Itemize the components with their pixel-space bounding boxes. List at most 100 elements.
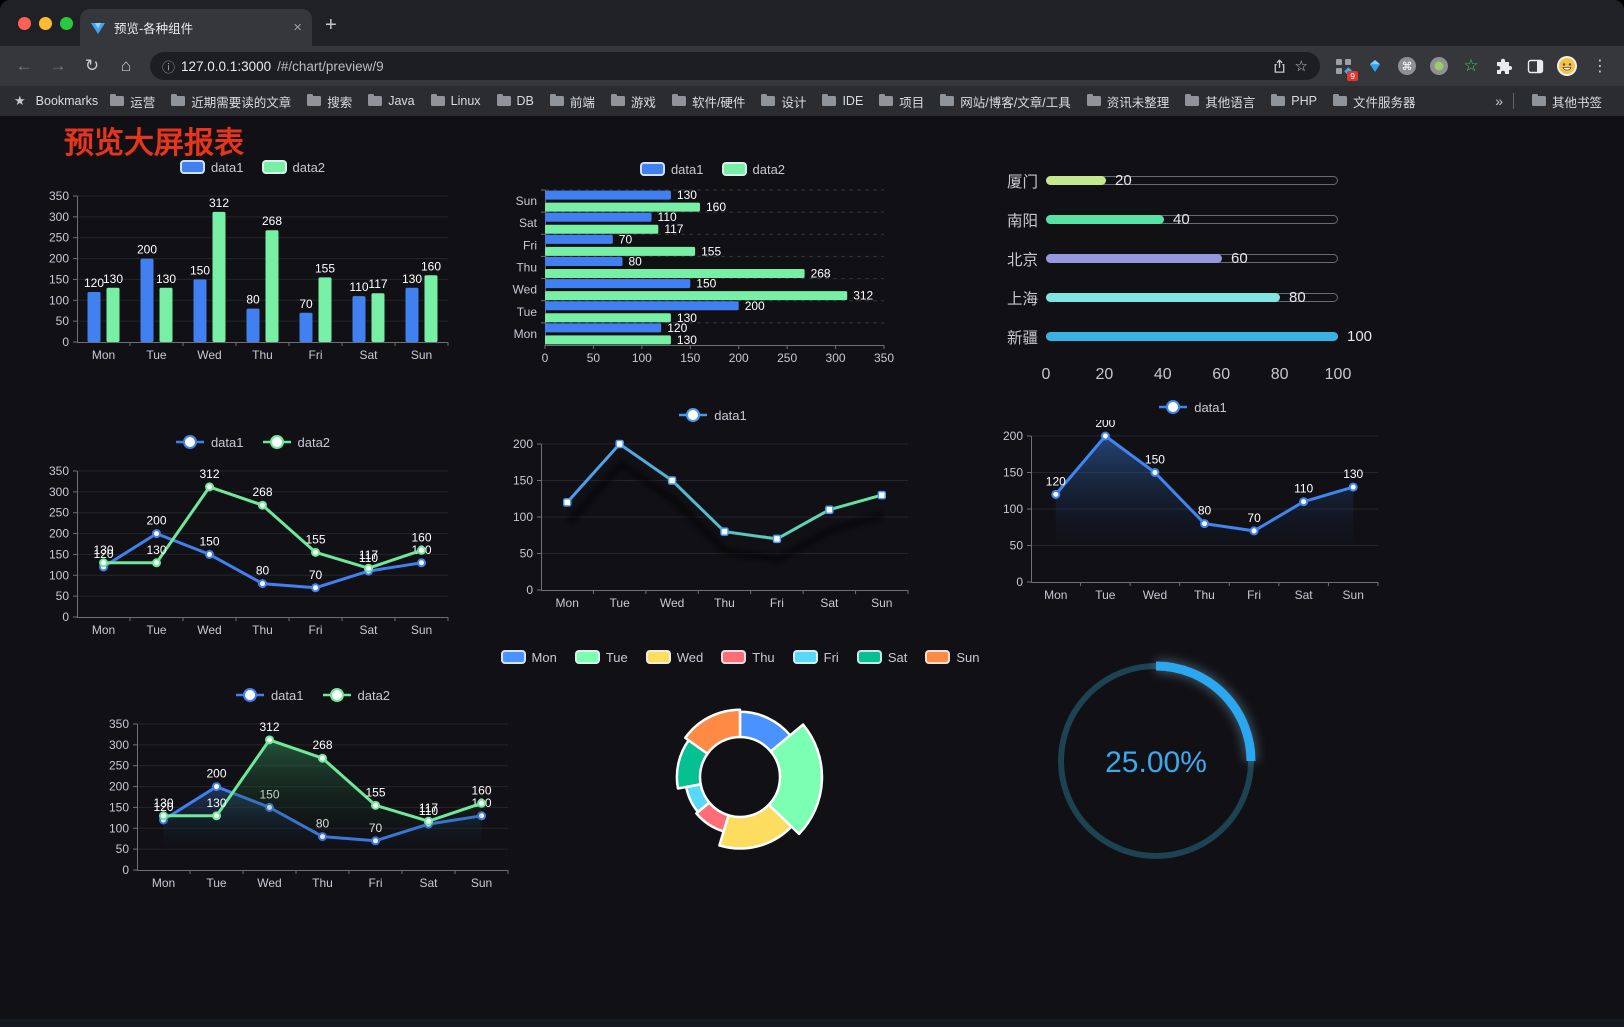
legend-item[interactable]: Tue bbox=[574, 650, 628, 665]
bookmarks-label[interactable]: Bookmarks bbox=[35, 94, 99, 108]
bookmark-star-icon[interactable]: ☆ bbox=[1294, 58, 1308, 75]
close-window-button[interactable] bbox=[18, 17, 31, 30]
progress-row[interactable]: 上海 80 bbox=[1000, 278, 1380, 317]
tab-favicon bbox=[91, 22, 105, 34]
progress-row[interactable]: 北京 60 bbox=[1000, 239, 1380, 278]
progress-fill bbox=[1046, 176, 1106, 185]
line-chart-two-series[interactable]: data1 data2 0 50 100 150 200 250 300 350 Mon Tue Wed… bbox=[45, 429, 460, 644]
tab-close-icon[interactable]: × bbox=[293, 19, 302, 36]
home-icon[interactable]: ⌂ bbox=[120, 56, 132, 75]
legend-item[interactable]: data2 bbox=[721, 162, 785, 177]
bookmark-folder[interactable]: Java bbox=[360, 91, 422, 111]
bookmark-folder[interactable]: 网站/博客/文章/工具 bbox=[932, 89, 1078, 114]
legend-item[interactable]: data2 bbox=[261, 160, 325, 175]
bookmark-folder[interactable]: 前端 bbox=[542, 89, 603, 114]
legend-item[interactable]: Wed bbox=[645, 650, 703, 665]
profile-avatar[interactable] bbox=[1554, 53, 1580, 79]
gauge-chart[interactable]: 25.00% bbox=[1046, 649, 1266, 873]
menu-icon[interactable]: ⋮ bbox=[1592, 58, 1608, 75]
bookmark-folder[interactable]: 运营 bbox=[102, 89, 163, 114]
legend-item[interactable]: Fri bbox=[792, 650, 839, 665]
svg-text:Mon: Mon bbox=[152, 876, 175, 890]
chart-canvas[interactable]: 0 50 100 150 200 250 300 350 Mon Tue Wed Thu Fri Sat S… bbox=[45, 180, 460, 369]
svg-text:80: 80 bbox=[1198, 504, 1212, 518]
sidebar-icon[interactable] bbox=[1522, 53, 1548, 79]
svg-text:Fri: Fri bbox=[309, 348, 323, 362]
svg-text:130: 130 bbox=[93, 543, 113, 557]
legend-item[interactable]: Sat bbox=[856, 650, 907, 665]
page-footer-strip bbox=[0, 1019, 1624, 1027]
progress-row[interactable]: 新疆 100 bbox=[1000, 317, 1380, 356]
progress-fill bbox=[1046, 293, 1280, 302]
svg-text:200: 200 bbox=[1095, 420, 1115, 430]
proxy-circle-icon[interactable] bbox=[1426, 53, 1452, 79]
bookmark-folder[interactable]: Linux bbox=[423, 91, 489, 111]
site-info-icon[interactable]: ⓘ bbox=[162, 59, 176, 75]
chart-canvas[interactable]: 0 50 100 150 200 Mon Tue Wed Thu Fri Sat Sun bbox=[505, 428, 920, 617]
legend-item[interactable]: data1 bbox=[678, 408, 747, 423]
progress-rows: 厦门 20 南阳 40 北京 60 上海 80 新疆 100 bbox=[1000, 161, 1380, 356]
legend-item[interactable]: Sun bbox=[925, 650, 979, 665]
legend-item[interactable]: data2 bbox=[322, 688, 390, 703]
reload-icon[interactable]: ↻ bbox=[84, 56, 100, 75]
svg-text:Tue: Tue bbox=[146, 623, 167, 637]
bookmark-folder[interactable]: 文件服务器 bbox=[1325, 89, 1424, 114]
chart-canvas[interactable] bbox=[545, 670, 935, 875]
bookmark-folder[interactable]: 项目 bbox=[871, 89, 932, 114]
bookmark-folder[interactable]: IDE bbox=[814, 91, 871, 111]
legend-item[interactable]: Mon bbox=[500, 650, 557, 665]
svg-text:Wed: Wed bbox=[197, 623, 221, 637]
svg-text:Mon: Mon bbox=[556, 596, 579, 610]
chart-canvas[interactable]: 0 50 100 150 200 250 300 350 Mon Tue Wed Thu Fri Sat S… bbox=[45, 455, 460, 644]
bookmark-folder[interactable]: 设计 bbox=[753, 89, 814, 114]
progress-bars-chart[interactable]: 厦门 20 南阳 40 北京 60 上海 80 新疆 100 0 20 40 60 80 100 bbox=[1000, 161, 1380, 401]
svg-text:350: 350 bbox=[109, 717, 129, 731]
browser-tab[interactable]: 预览-各种组件 × bbox=[80, 9, 312, 46]
area-chart-single[interactable]: data1 0 50 100 150 200 Mon Tue Wed Thu Fri Sat Sun 12… bbox=[995, 394, 1390, 609]
bookmark-folder[interactable]: PHP bbox=[1263, 91, 1325, 111]
legend-item[interactable]: data1 bbox=[1158, 400, 1227, 415]
chart-canvas[interactable]: 0 50 100 150 200 Mon Tue Wed Thu Fri Sat Sun 120 200 1… bbox=[995, 420, 1390, 609]
legend-item[interactable]: data1 bbox=[175, 435, 244, 450]
line-chart-gradient[interactable]: data1 0 50 100 150 200 Mon Tue Wed Thu Fri Sat Sun bbox=[505, 402, 920, 617]
command-circle-icon[interactable]: ⌘ bbox=[1394, 53, 1420, 79]
legend-item[interactable]: data1 bbox=[235, 688, 304, 703]
area-chart-two-series[interactable]: data1 data2 0 50 100 150 200 250 300 350 Mon Tue Wed… bbox=[105, 682, 520, 897]
vue-devtools-gem-icon[interactable] bbox=[1362, 53, 1388, 79]
bar-chart-vertical[interactable]: data1 data2 0 50 100 150 200 250 300 350 Mon Tue Wed… bbox=[45, 154, 460, 369]
extensions-puzzle-icon[interactable] bbox=[1490, 53, 1516, 79]
bookmark-folder[interactable]: 游戏 bbox=[603, 89, 664, 114]
bookmark-folder[interactable]: DB bbox=[489, 91, 542, 111]
legend-item[interactable]: Thu bbox=[721, 650, 775, 665]
bookmark-folder[interactable]: 其他语言 bbox=[1177, 89, 1263, 114]
chart-canvas[interactable]: 0 50 100 150 200 250 300 350 Mon Tue Wed Thu Fri Sat S… bbox=[105, 708, 520, 897]
legend-item[interactable]: data1 bbox=[179, 160, 244, 175]
back-icon[interactable]: ← bbox=[15, 56, 33, 75]
progress-row[interactable]: 厦门 20 bbox=[1000, 161, 1380, 200]
address-bar[interactable]: ⓘ 127.0.0.1:3000 /#/chart/preview/9 ☆ bbox=[150, 52, 1320, 80]
bookmark-folder[interactable]: 近期需要读的文章 bbox=[163, 89, 299, 114]
forward-icon[interactable]: → bbox=[49, 56, 67, 75]
bookmark-folder[interactable]: 资讯未整理 bbox=[1079, 89, 1178, 114]
green-star-icon[interactable]: ☆ bbox=[1463, 56, 1479, 75]
legend-swatch bbox=[792, 650, 818, 664]
bookmark-folder[interactable]: 软件/硬件 bbox=[664, 89, 753, 114]
chart-canvas[interactable]: 25.00% bbox=[1046, 649, 1266, 873]
progress-row[interactable]: 南阳 40 bbox=[1000, 200, 1380, 239]
other-bookmarks-folder[interactable]: 其他书签 bbox=[1524, 89, 1610, 114]
bookmarks-overflow-icon[interactable]: » bbox=[1495, 93, 1503, 109]
chart-legend: data1 data2 bbox=[235, 682, 390, 708]
donut-chart[interactable]: Mon Tue Wed Thu Fri Sat Sun bbox=[500, 644, 979, 879]
legend-item[interactable]: data1 bbox=[639, 162, 704, 177]
svg-text:160: 160 bbox=[421, 259, 441, 273]
svg-text:120: 120 bbox=[153, 800, 173, 814]
extension-grid-icon[interactable]: 9 bbox=[1330, 53, 1358, 81]
legend-item[interactable]: data2 bbox=[262, 435, 330, 450]
bar-chart-horizontal[interactable]: data1 data2 0 50 100 150 200 250 300 350 Sun 130 160… bbox=[505, 156, 920, 371]
minimize-window-button[interactable] bbox=[39, 17, 52, 30]
zoom-window-button[interactable] bbox=[60, 17, 73, 30]
new-tab-button[interactable]: + bbox=[325, 14, 337, 36]
share-icon[interactable] bbox=[1271, 57, 1289, 75]
bookmark-folder[interactable]: 搜索 bbox=[299, 89, 360, 114]
